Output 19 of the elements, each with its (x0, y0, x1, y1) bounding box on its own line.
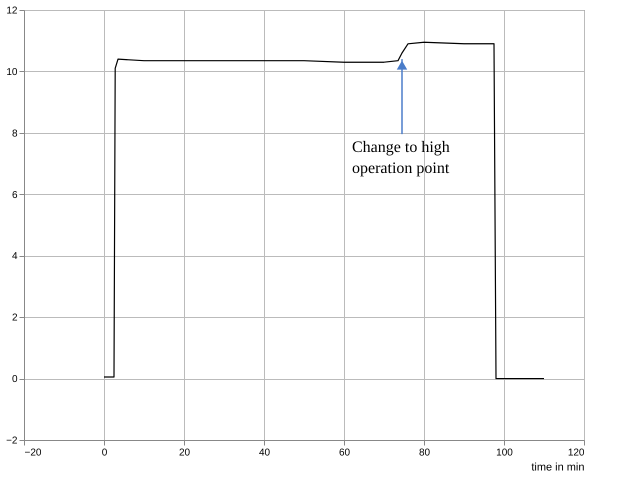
x-tick-label: 100 (496, 448, 514, 458)
x-tick-label: 20 (178, 448, 190, 458)
x-tick-label: 80 (418, 448, 430, 458)
x-tick-label: 60 (338, 448, 350, 458)
y-tick-label: 10 (6, 66, 18, 78)
x-tick-label: −20 (24, 448, 42, 458)
x-axis-title: time in min (531, 462, 584, 474)
x-tick-label: 0 (102, 448, 108, 458)
y-tick-label: 0 (12, 374, 18, 386)
y-tick-label: 12 (6, 6, 18, 16)
line-series (103, 42, 545, 380)
x-tick-label: 120 (568, 448, 585, 458)
x-tick-label: 40 (258, 448, 270, 458)
y-tick-label: 8 (12, 128, 18, 140)
y-tick-label: −2 (6, 436, 18, 446)
y-tick-label: 4 (12, 251, 18, 262)
y-tick-label: 6 (12, 190, 18, 201)
y-tick-label: 2 (12, 312, 18, 324)
annotation: Change to high operation point (352, 139, 450, 178)
